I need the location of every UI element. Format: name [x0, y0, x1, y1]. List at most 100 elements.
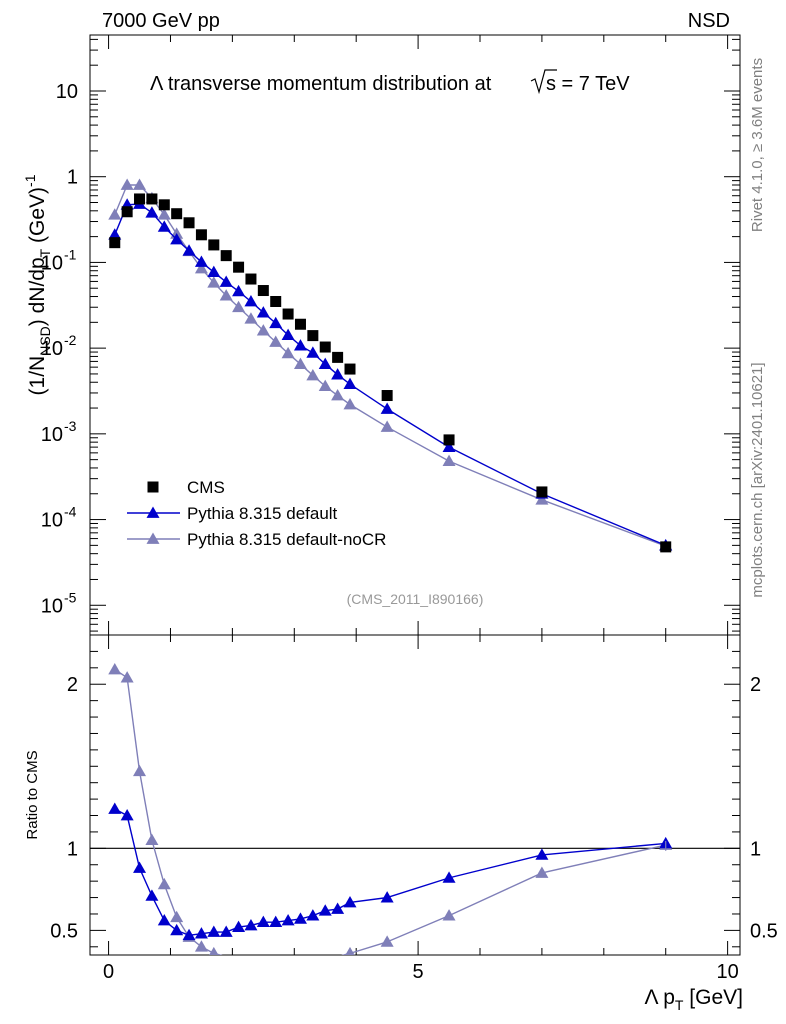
ratio-point-triangle: [120, 809, 134, 821]
legend-label: Pythia 8.315 default: [187, 504, 338, 523]
data-point-square: [257, 285, 269, 297]
ratio-point-triangle: [194, 927, 208, 939]
header-beam-label: 7000 GeV pp: [102, 10, 220, 32]
ylabel-sup: -1: [22, 174, 38, 187]
data-point-triangle: [145, 206, 159, 218]
ratio-series-line: [114, 808, 666, 937]
data-point-triangle: [380, 402, 394, 414]
ratio-point-triangle: [133, 764, 147, 777]
data-point-square: [282, 308, 294, 320]
ratio-point-triangle: [535, 848, 549, 860]
ratio-point-triangle: [306, 909, 320, 921]
data-point-triangle: [170, 233, 184, 245]
ratio-point-triangle: [442, 871, 456, 883]
data-point-square: [109, 237, 121, 249]
x-tick-label: 0: [103, 961, 114, 983]
ratio-point-triangle: [145, 833, 159, 846]
data-point-triangle: [256, 324, 270, 336]
data-point-square: [171, 208, 183, 220]
ratio-point-triangle: [380, 935, 394, 947]
legend-marker-square: [147, 481, 159, 493]
ratio-y-axis-label: Ratio to CMS: [24, 750, 41, 839]
data-point-triangle: [182, 244, 196, 256]
y-tick-label: 10: [41, 595, 63, 617]
chart-title-sqrt-s: s: [546, 73, 556, 95]
ratio-point-triangle: [318, 904, 332, 916]
data-point-square: [158, 199, 170, 211]
ratio-point-triangle: [170, 923, 184, 936]
data-point-triangle: [194, 261, 208, 274]
x-tick-label: 5: [413, 961, 424, 983]
y-tick-label-exponent: -4: [64, 504, 77, 520]
ratio-point-triangle: [182, 928, 196, 941]
data-point-triangle: [306, 346, 320, 358]
ratio-y-tick-label: 2: [67, 674, 78, 696]
y-tick-label: 10: [41, 424, 63, 446]
ratio-point-triangle: [293, 912, 307, 924]
data-point-square: [294, 318, 306, 330]
ratio-y-tick-label-right: 2: [750, 674, 761, 696]
y-tick-label: 10: [56, 81, 78, 103]
data-point-square: [344, 363, 356, 375]
y-tick-label-exponent: -3: [64, 418, 77, 434]
ratio-point-triangle: [535, 866, 549, 878]
data-point-square: [233, 261, 245, 273]
analysis-tag: (CMS_2011_I890166): [347, 591, 484, 607]
rivet-version-label: Rivet 4.1.0, ≥ 3.6M events: [749, 58, 766, 232]
ratio-y-tick-label-right: 1: [750, 838, 761, 860]
data-point-square: [319, 341, 331, 353]
data-point-triangle: [244, 294, 258, 307]
ratio-point-triangle: [145, 889, 159, 901]
data-point-square: [183, 217, 195, 229]
ylabel-sub-nsd: NSD: [37, 326, 53, 356]
data-point-triangle: [293, 357, 307, 370]
ratio-point-triangle: [244, 918, 258, 931]
ratio-point-triangle: [232, 920, 246, 932]
ratio-y-tick-label: 0.5: [50, 920, 78, 942]
data-point-triangle: [207, 265, 221, 278]
ratio-point-triangle: [281, 914, 295, 926]
data-point-triangle: [380, 420, 394, 432]
data-point-triangle: [120, 178, 134, 190]
y-tick-label-exponent: -2: [64, 332, 77, 348]
ratio-series-line: [114, 668, 666, 955]
data-point-triangle: [293, 339, 307, 351]
data-point-triangle: [331, 389, 345, 401]
data-point-square: [220, 250, 232, 262]
ratio-y-tick-label-right: 0.5: [750, 920, 778, 942]
data-point-triangle: [108, 228, 122, 240]
y-tick-label: 10: [41, 338, 63, 360]
chart-title: Λ transverse momentum distribution at: [150, 73, 492, 95]
ratio-point-triangle: [120, 671, 134, 683]
x-tick-label: 10: [716, 961, 738, 983]
data-point-triangle: [244, 312, 258, 324]
data-point-triangle: [133, 178, 147, 190]
data-point-square: [195, 229, 207, 241]
main-series-cms: [109, 193, 672, 553]
data-point-square: [121, 206, 133, 218]
sqrt-symbol: [530, 69, 557, 95]
data-point-triangle: [157, 208, 171, 220]
data-point-square: [134, 193, 146, 205]
data-point-triangle: [318, 379, 332, 392]
ratio-point-triangle: [207, 925, 221, 937]
legend-marker-triangle: [146, 532, 160, 544]
ratio-point-triangle: [194, 940, 208, 952]
y-tick-label: 1: [67, 167, 78, 189]
data-point-triangle: [157, 220, 171, 232]
ratio-point-triangle: [133, 861, 147, 873]
data-point-square: [381, 390, 393, 402]
ratio-series-pythia-8-315-default: [108, 802, 673, 941]
data-point-triangle: [343, 377, 357, 390]
data-point-triangle: [318, 357, 332, 370]
data-point-square: [208, 239, 220, 251]
data-point-triangle: [207, 276, 221, 288]
data-point-triangle: [306, 368, 320, 381]
ratio-point-triangle: [380, 891, 394, 903]
data-point-square: [536, 486, 548, 498]
xlabel-unit: [GeV]: [683, 986, 743, 1009]
chart-title-suffix: = 7 TeV: [556, 73, 630, 95]
data-point-square: [660, 541, 672, 553]
data-point-triangle: [232, 284, 246, 297]
